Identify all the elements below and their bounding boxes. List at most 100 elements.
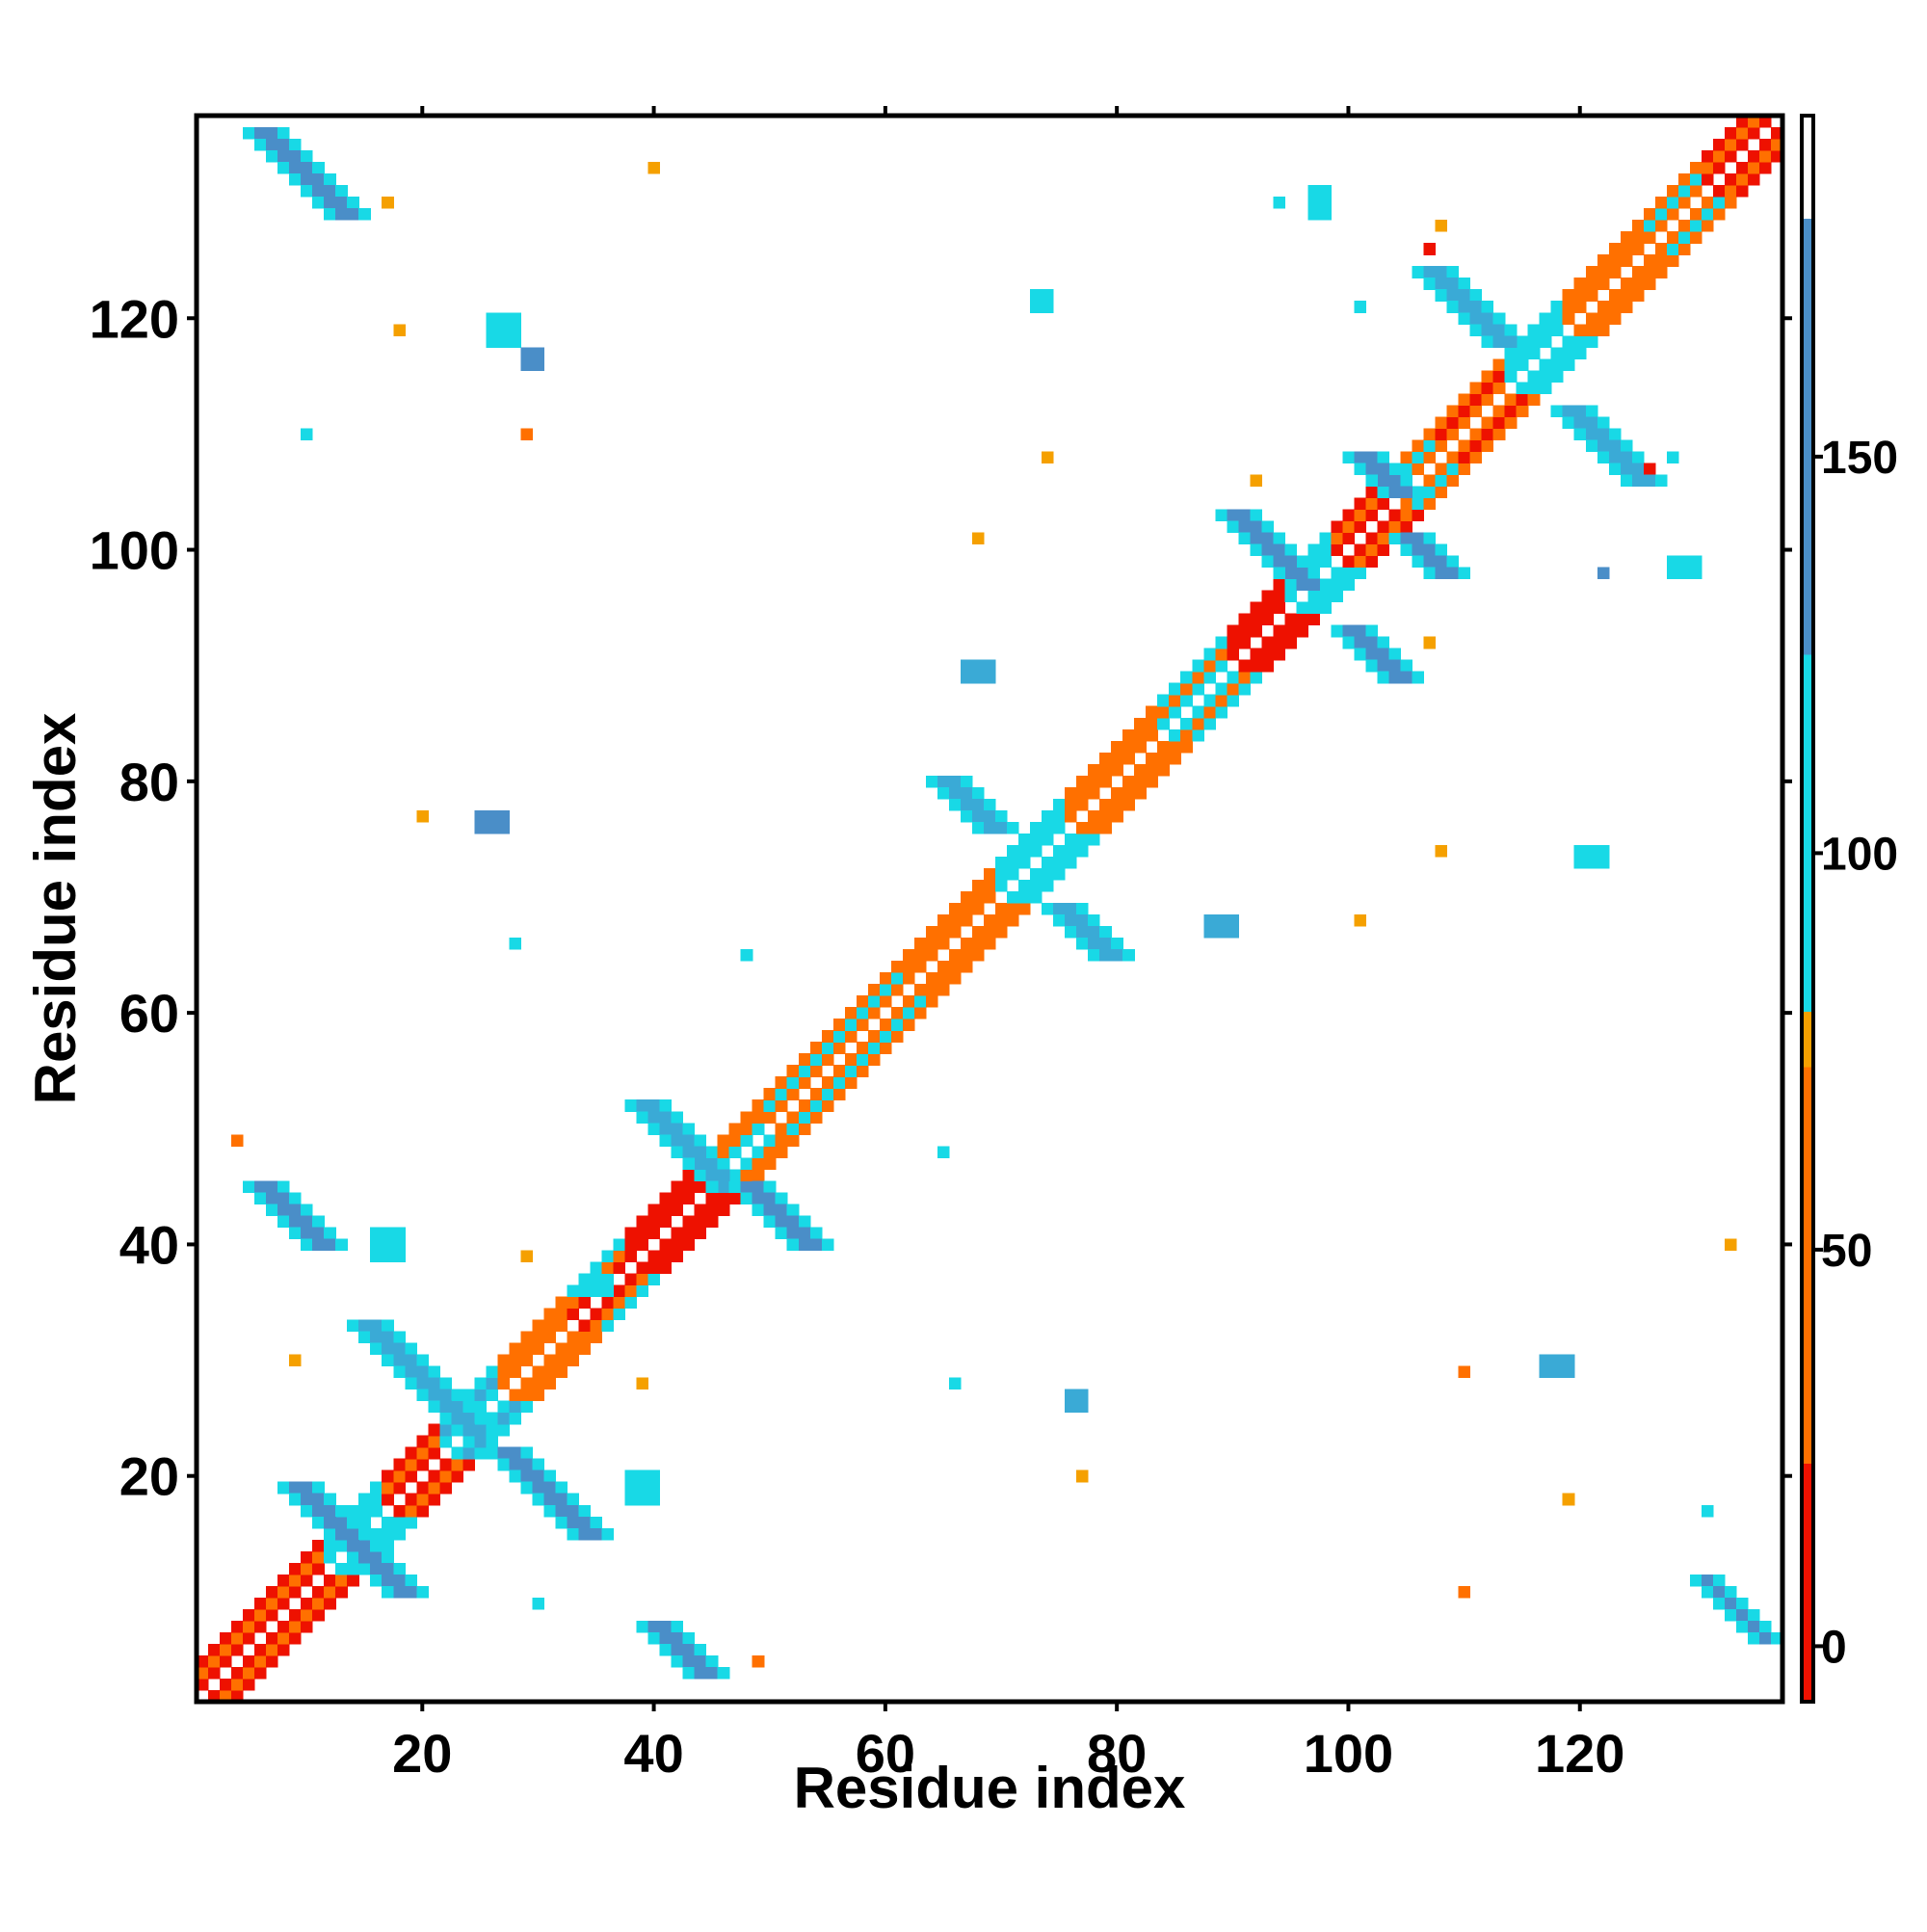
heatmap-cell bbox=[1539, 324, 1552, 336]
heatmap-cell bbox=[370, 1331, 383, 1344]
heatmap-cell bbox=[1677, 231, 1691, 244]
heatmap-cell bbox=[1134, 740, 1147, 754]
heatmap-cell bbox=[1261, 555, 1274, 569]
heatmap-cell bbox=[1423, 555, 1437, 569]
heatmap-cell bbox=[1573, 856, 1587, 869]
heatmap-cell bbox=[1169, 740, 1181, 754]
heatmap-cell bbox=[763, 1204, 777, 1216]
heatmap-cell bbox=[1724, 1608, 1737, 1622]
heatmap-cell bbox=[578, 1342, 592, 1356]
heatmap-cell bbox=[590, 1273, 603, 1286]
heatmap-cell bbox=[937, 961, 950, 973]
heatmap-cell bbox=[358, 1516, 371, 1529]
heatmap-cell bbox=[1701, 150, 1714, 163]
heatmap-cell bbox=[1227, 694, 1239, 707]
heatmap-cell bbox=[543, 1308, 557, 1321]
heatmap-cell bbox=[393, 1458, 406, 1471]
heatmap-cell bbox=[509, 1365, 521, 1379]
heatmap-cell bbox=[809, 1227, 823, 1240]
heatmap-cell bbox=[1261, 532, 1274, 545]
heatmap-cell bbox=[301, 1608, 313, 1622]
heatmap-cell bbox=[405, 1377, 417, 1390]
heatmap-cell bbox=[497, 1400, 510, 1414]
heatmap-cell bbox=[382, 1585, 394, 1599]
heatmap-cell bbox=[913, 984, 927, 996]
heatmap-cell bbox=[1354, 648, 1367, 661]
heatmap-cell bbox=[1770, 127, 1783, 140]
heatmap-cell bbox=[1516, 358, 1529, 371]
heatmap-cell bbox=[1435, 278, 1448, 290]
heatmap-cell bbox=[416, 1504, 429, 1518]
heatmap-cell bbox=[971, 786, 985, 800]
heatmap-cell bbox=[1122, 949, 1135, 962]
heatmap-cell bbox=[659, 1204, 673, 1216]
heatmap-cell bbox=[520, 428, 534, 440]
heatmap-cell bbox=[1608, 254, 1622, 267]
heatmap-cell bbox=[752, 1204, 765, 1216]
heatmap-cell bbox=[1122, 740, 1135, 754]
heatmap-cell bbox=[867, 995, 881, 1008]
heatmap-cell bbox=[1631, 266, 1645, 278]
heatmap-cell bbox=[405, 1574, 417, 1587]
x-tick-label: 100 bbox=[1304, 1723, 1393, 1784]
heatmap-cell bbox=[1388, 671, 1402, 684]
heatmap-cell bbox=[786, 1088, 800, 1100]
heatmap-cell bbox=[382, 1354, 394, 1367]
heatmap-cell bbox=[983, 821, 996, 834]
heatmap-cell bbox=[312, 1539, 325, 1552]
heatmap-cell bbox=[555, 1481, 568, 1495]
heatmap-cell bbox=[960, 786, 973, 800]
heatmap-cell bbox=[1504, 370, 1518, 383]
heatmap-cell bbox=[1435, 220, 1448, 232]
heatmap-cell bbox=[370, 1550, 383, 1564]
heatmap-cell bbox=[1412, 463, 1425, 476]
heatmap-cell bbox=[1446, 555, 1460, 569]
heatmap-cell bbox=[971, 890, 985, 904]
heatmap-cell bbox=[543, 1504, 557, 1518]
heatmap-cell bbox=[960, 914, 973, 927]
heatmap-cell bbox=[1157, 717, 1170, 730]
heatmap-cell bbox=[925, 938, 938, 950]
heatmap-cell bbox=[925, 949, 938, 962]
heatmap-cell bbox=[532, 347, 545, 359]
heatmap-cell bbox=[682, 1643, 696, 1656]
heatmap-cell bbox=[636, 1620, 649, 1633]
heatmap-cell bbox=[405, 1516, 417, 1529]
heatmap-cell bbox=[1677, 220, 1691, 232]
heatmap-cell bbox=[1689, 555, 1703, 569]
heatmap-cell bbox=[1735, 1597, 1749, 1610]
heatmap-cell bbox=[1157, 752, 1170, 765]
heatmap-cell bbox=[1088, 763, 1100, 777]
heatmap-cell bbox=[324, 1539, 336, 1552]
heatmap-cell bbox=[728, 1180, 742, 1193]
heatmap-cell bbox=[1134, 728, 1147, 742]
heatmap-cell bbox=[971, 879, 985, 892]
heatmap-cell bbox=[1539, 370, 1552, 383]
heatmap-cell bbox=[532, 1597, 545, 1610]
heatmap-cell bbox=[1042, 867, 1054, 881]
heatmap-cell bbox=[1099, 775, 1112, 788]
heatmap-cell bbox=[393, 1562, 406, 1575]
heatmap-cell bbox=[890, 1007, 904, 1019]
heatmap-cell bbox=[1620, 451, 1633, 464]
heatmap-cell bbox=[636, 1469, 649, 1483]
heatmap-cell bbox=[1562, 347, 1575, 359]
heatmap-cell bbox=[1689, 208, 1703, 221]
heatmap-cell bbox=[1331, 543, 1344, 557]
heatmap-cell bbox=[1400, 451, 1413, 464]
heatmap-cell bbox=[1758, 116, 1772, 128]
heatmap-cell bbox=[636, 1215, 649, 1228]
heatmap-cell bbox=[752, 1654, 765, 1668]
colorbar-frame bbox=[1800, 114, 1815, 1704]
heatmap-cell bbox=[1620, 231, 1633, 244]
heatmap-cell bbox=[647, 1631, 661, 1645]
heatmap-cell bbox=[647, 1099, 661, 1112]
heatmap-cell bbox=[1076, 775, 1089, 788]
heatmap-cell bbox=[821, 1042, 834, 1054]
heatmap-cell bbox=[1550, 370, 1564, 383]
heatmap-cell bbox=[937, 914, 950, 927]
heatmap-cell bbox=[266, 127, 278, 140]
heatmap-cell bbox=[1388, 463, 1402, 476]
heatmap-cell bbox=[474, 1377, 487, 1390]
heatmap-cell bbox=[1365, 486, 1379, 499]
